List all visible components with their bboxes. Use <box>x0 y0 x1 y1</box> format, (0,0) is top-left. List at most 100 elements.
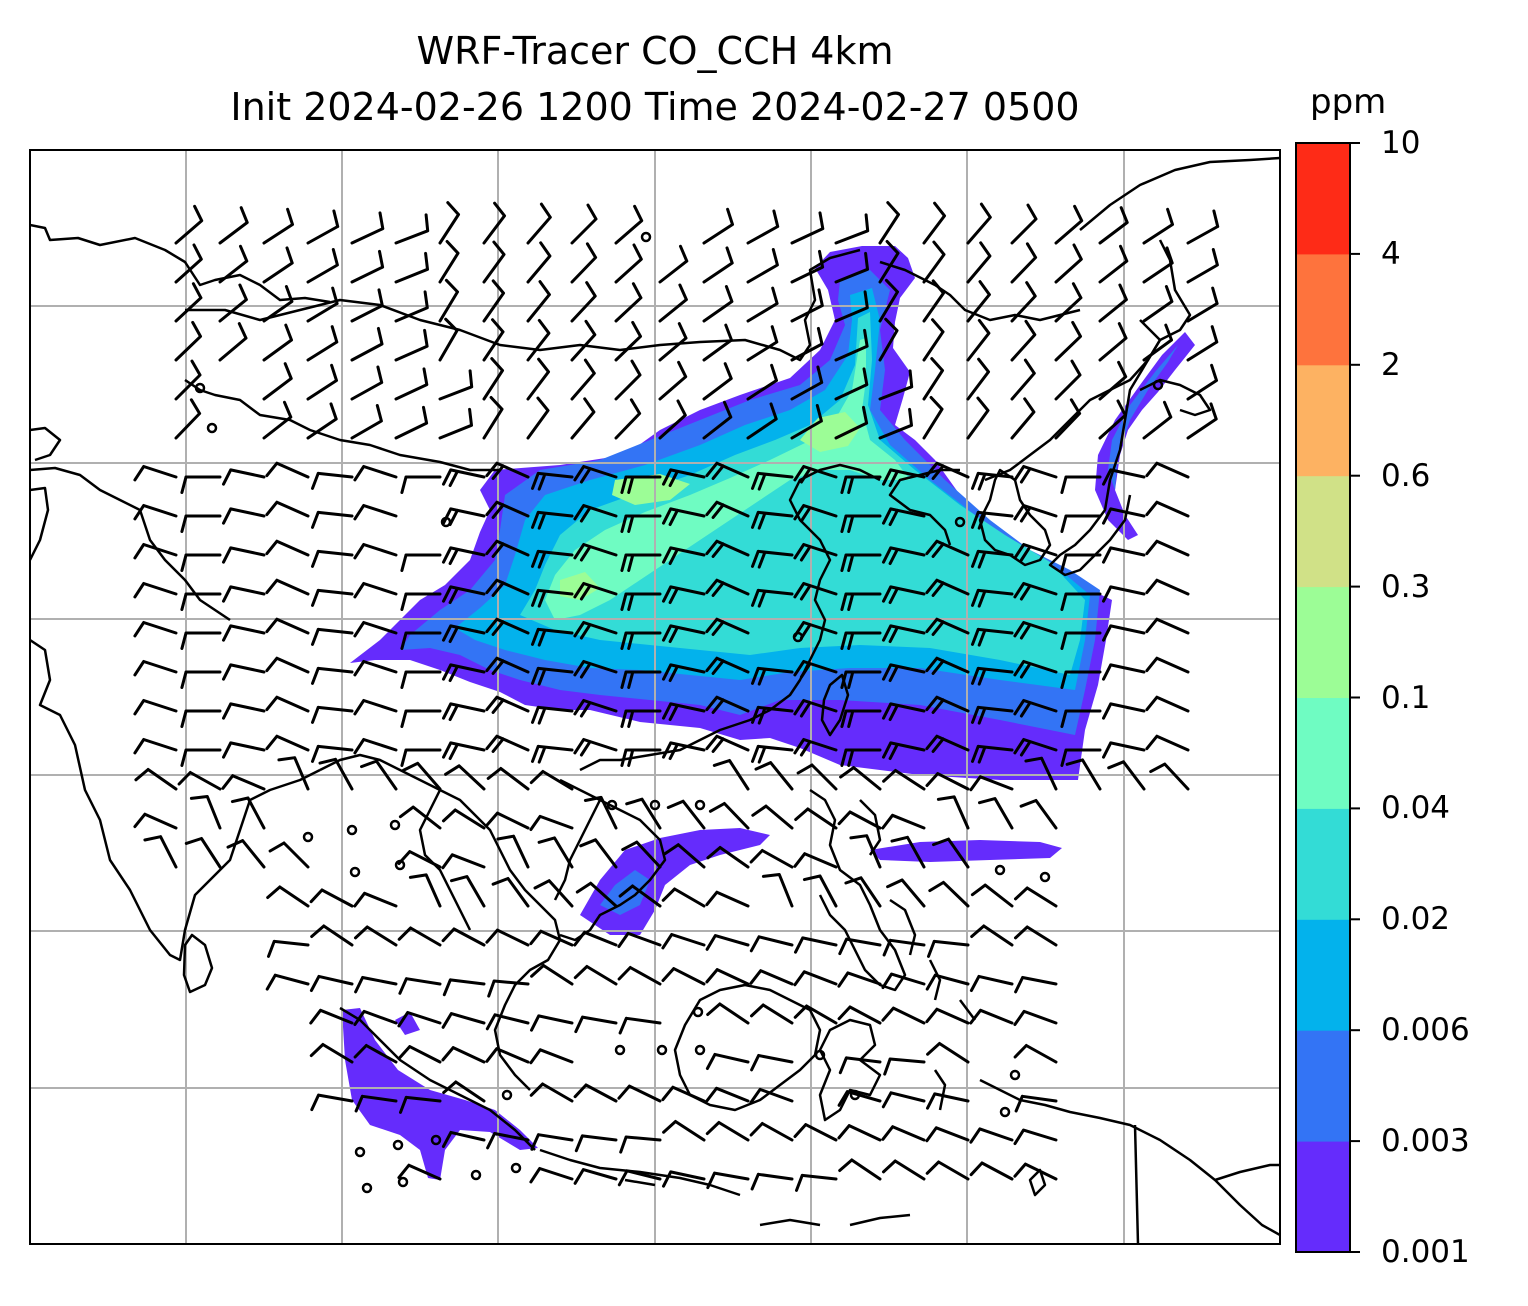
wind-barb <box>1013 1009 1058 1026</box>
plume-level-0-001 <box>580 828 1062 935</box>
wind-barb <box>883 1057 926 1076</box>
wind-barb <box>310 924 354 947</box>
wind-barb <box>1186 325 1219 362</box>
wind-barb <box>353 891 398 908</box>
wind-barb <box>531 627 574 647</box>
wind-barb <box>837 1090 882 1107</box>
wind-barb <box>218 322 248 362</box>
wind-barb <box>310 1093 354 1112</box>
wind-barb <box>485 734 530 753</box>
colorbar-tick-label: 0.003 <box>1381 1123 1470 1160</box>
wind-barb <box>441 1046 486 1064</box>
wind-barb <box>750 1003 794 1025</box>
wind-barb <box>662 585 706 605</box>
colorbar-segment <box>1296 475 1350 588</box>
wind-barb <box>574 1015 618 1034</box>
wind-barb <box>751 549 794 569</box>
wind-barb <box>838 1056 882 1075</box>
wind-barb <box>882 624 926 644</box>
wind-barb <box>442 468 486 488</box>
calm-wind-circle <box>640 231 652 243</box>
calm-wind-circle <box>346 824 358 836</box>
wind-barb <box>793 621 838 640</box>
wind-barb <box>926 1092 970 1110</box>
wind-barb <box>442 808 486 830</box>
wind-barb <box>881 1125 926 1142</box>
wind-barb <box>750 1054 794 1072</box>
calm-wind-circle <box>302 831 314 843</box>
wind-barb <box>662 702 706 722</box>
wind-barb <box>262 323 293 362</box>
wind-barb <box>265 734 310 752</box>
calm-wind-circle <box>194 382 206 394</box>
wind-barb <box>749 935 794 953</box>
wind-barb <box>400 631 442 650</box>
wind-barb <box>400 748 442 767</box>
wind-barb <box>265 578 310 596</box>
wind-barb <box>881 1091 926 1109</box>
wind-barb <box>706 846 750 869</box>
wind-barb <box>133 660 178 677</box>
wind-barb <box>882 507 926 527</box>
wind-barb <box>394 290 429 323</box>
wind-barb <box>839 766 882 791</box>
wind-barb <box>662 663 706 683</box>
wind-barb <box>878 369 914 401</box>
colorbar-tick-label: 0.02 <box>1381 901 1451 938</box>
wind-barb <box>184 837 222 869</box>
wind-barb <box>620 592 662 611</box>
wind-barb <box>1142 400 1173 440</box>
wind-barb <box>133 465 178 482</box>
colorbar-segment <box>1296 919 1350 1031</box>
wind-barb <box>661 887 706 908</box>
wind-barb <box>658 244 689 284</box>
wind-barb <box>441 1012 486 1029</box>
wind-barb <box>925 539 970 558</box>
wind-barb <box>218 206 249 245</box>
wind-barb <box>662 546 706 566</box>
wind-barb <box>662 468 706 488</box>
wind-barb <box>1186 363 1218 401</box>
wind-barb <box>1054 398 1082 440</box>
wind-barb <box>1145 461 1190 479</box>
wind-barb <box>1019 799 1058 830</box>
wind-barb <box>932 837 970 869</box>
wind-barb <box>573 543 618 562</box>
wind-barb <box>133 699 178 716</box>
wind-barb <box>394 367 429 401</box>
wind-barb <box>706 1002 750 1025</box>
wind-barb <box>617 966 662 986</box>
wind-barb <box>265 539 310 557</box>
wind-barb <box>353 465 398 482</box>
wind-barb <box>350 404 383 440</box>
wind-barb <box>790 211 825 245</box>
wind-barb <box>133 738 178 755</box>
wind-barb <box>1142 207 1174 245</box>
wind-barb <box>927 939 970 958</box>
wind-barb <box>925 617 970 636</box>
wind-barb <box>442 741 486 761</box>
wind-barb <box>353 1044 398 1064</box>
wind-barb <box>620 670 662 689</box>
wind-barb <box>1013 1128 1058 1146</box>
wind-barb <box>526 357 550 401</box>
wind-barb <box>482 240 506 284</box>
wind-barb <box>442 546 486 566</box>
wind-barb <box>262 285 294 323</box>
map-frame <box>29 149 1281 1245</box>
wind-barb <box>971 627 1014 647</box>
wind-barb <box>277 756 310 791</box>
wind-barb <box>1145 539 1190 557</box>
wind-barb <box>531 588 574 608</box>
wind-barb <box>442 507 486 527</box>
wind-barb <box>618 884 662 908</box>
wind-barb <box>306 286 339 323</box>
wind-barb <box>746 248 779 284</box>
wind-barb <box>1013 582 1058 601</box>
wind-barb <box>180 670 222 689</box>
wind-barb <box>394 328 429 362</box>
wind-barb <box>1102 741 1146 759</box>
wind-barb <box>834 367 869 401</box>
wind-barb <box>1142 246 1174 284</box>
wind-barb <box>222 546 266 564</box>
